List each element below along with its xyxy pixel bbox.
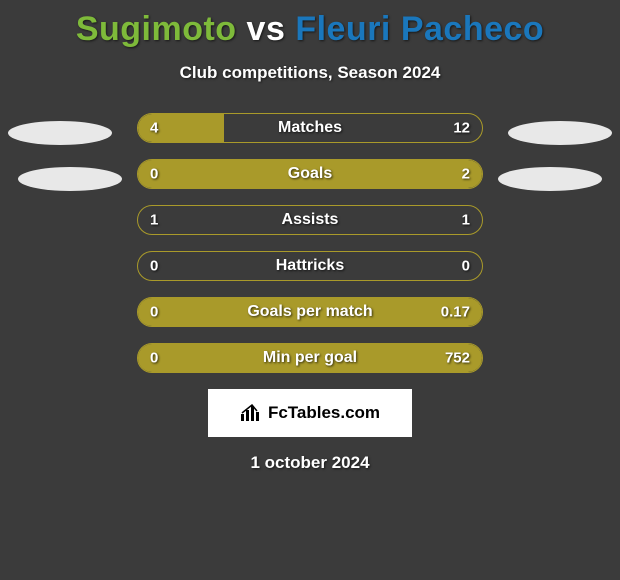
stat-row: 1 1Assists	[137, 205, 483, 235]
stat-row: 00.17Goals per match	[137, 297, 483, 327]
stat-value-left: 0	[150, 350, 158, 367]
stat-value-left: 1	[150, 212, 158, 229]
stat-value-left: 0	[150, 166, 158, 183]
stat-value-right: 2	[462, 166, 470, 183]
stat-row: 412Matches	[137, 113, 483, 143]
stat-label: Assists	[138, 211, 482, 229]
stat-value-left: 4	[150, 120, 158, 137]
subtitle: Club competitions, Season 2024	[0, 63, 620, 83]
stat-row: 02Goals	[137, 159, 483, 189]
stat-value-right: 0.17	[441, 304, 470, 321]
stat-label: Hattricks	[138, 257, 482, 275]
stat-value-right: 1	[462, 212, 470, 229]
avatar-right-bottom	[498, 167, 602, 191]
bar-chart-icon	[240, 404, 262, 422]
title-vs: vs	[247, 10, 286, 48]
avatar-right-top	[508, 121, 612, 145]
comparison-chart: 412Matches02Goals11Assists00Hattricks00.…	[0, 113, 620, 373]
avatar-left-bottom	[18, 167, 122, 191]
stat-fill-right	[138, 298, 482, 326]
comparison-title: Sugimoto vs Fleuri Pacheco	[0, 0, 620, 49]
stat-value-left: 0	[150, 258, 158, 275]
title-player-right: Fleuri Pacheco	[295, 10, 544, 48]
footer-badge: FcTables.com	[208, 389, 412, 437]
stat-fill-right	[138, 160, 482, 188]
footer-date: 1 october 2024	[0, 453, 620, 473]
stat-value-right: 752	[445, 350, 470, 367]
stat-value-right: 0	[462, 258, 470, 275]
stat-value-left: 0	[150, 304, 158, 321]
stat-value-right: 12	[453, 120, 470, 137]
footer-badge-text: FcTables.com	[268, 403, 380, 423]
stat-bars: 412Matches02Goals11Assists00Hattricks00.…	[137, 113, 483, 373]
avatar-left-top	[8, 121, 112, 145]
stat-row: 0 0Hattricks	[137, 251, 483, 281]
stat-fill-right	[138, 344, 482, 372]
title-player-left: Sugimoto	[76, 10, 237, 48]
stat-row: 0752Min per goal	[137, 343, 483, 373]
